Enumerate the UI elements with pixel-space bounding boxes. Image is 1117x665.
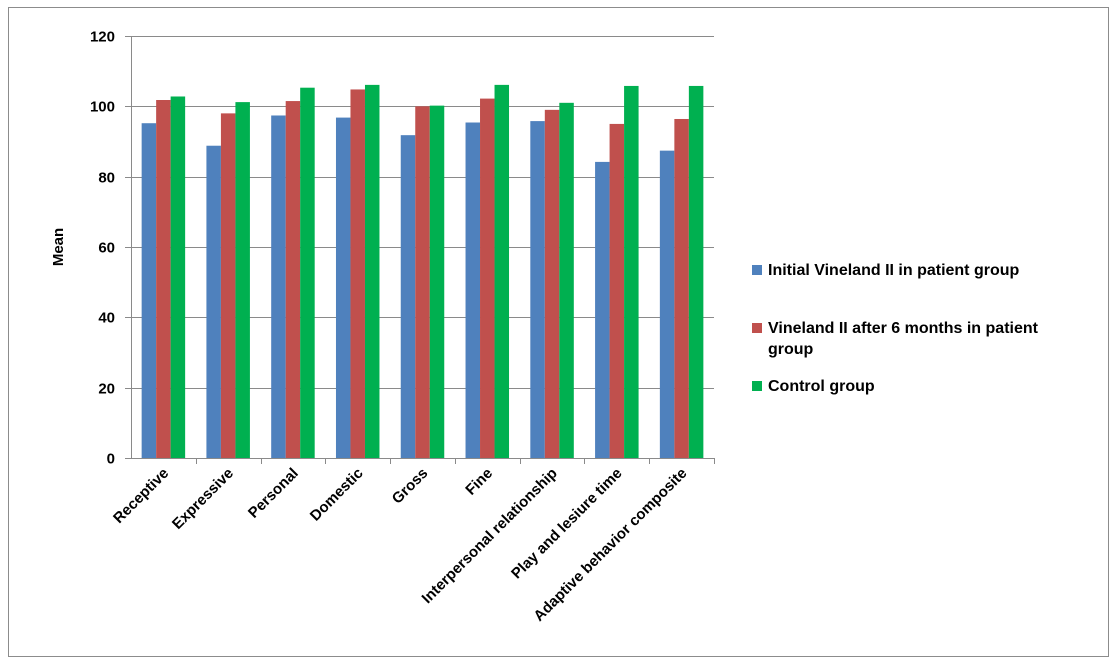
legend-label: Initial Vineland II in patient group [768,262,1020,279]
legend-swatch [752,265,762,275]
bar [350,89,365,458]
bar [624,85,639,458]
y-tick-label: 20 [98,381,115,398]
x-category-label: Domestic [307,465,367,525]
bar [429,105,445,458]
bar [609,123,625,459]
legend: Initial Vineland II in patient group Vine… [752,262,1039,395]
y-tick-label: 100 [90,99,115,116]
bar [271,115,286,458]
y-tick-label: 120 [90,29,115,46]
y-axis-title: Mean [50,228,67,266]
y-tick-labels: 0 20 40 60 80 100 120 [90,29,115,468]
bar [220,113,236,459]
legend-label: Control group [768,378,875,395]
x-category-label: Interpersonal relationship [419,465,561,607]
y-tick-label: 0 [107,451,115,468]
bar [170,96,186,459]
x-category-label: Receptive [110,465,172,527]
bar [465,122,481,458]
x-category-label: Fine [462,465,496,499]
bar [595,161,610,458]
bars [141,84,704,459]
y-tick-label: 80 [98,170,115,187]
bar [480,98,495,458]
axes [125,36,715,464]
bar [285,101,301,458]
bar [494,84,510,458]
bar [335,117,351,458]
x-category-label: Expressive [169,465,237,533]
legend-swatch [752,381,762,391]
bar [674,118,689,459]
bar [400,135,416,459]
y-tick-label: 40 [98,310,115,327]
x-category-label: Personal [245,465,302,522]
bar [530,121,545,458]
bar [300,87,315,458]
legend-label: Vineland II after 6 months in patient gro… [768,320,1039,358]
bar [544,109,560,458]
bar [415,106,430,458]
y-tick-label: 60 [98,240,115,257]
bar [141,123,157,459]
bar [559,102,574,458]
x-category-label: Play and lesiure time [508,465,626,583]
x-category-label: Gross [389,465,432,508]
bar [659,150,675,458]
bar [156,100,171,458]
bar [364,84,380,458]
bar [235,102,250,459]
bar [688,85,704,458]
bar [206,145,221,458]
legend-swatch [752,323,762,333]
